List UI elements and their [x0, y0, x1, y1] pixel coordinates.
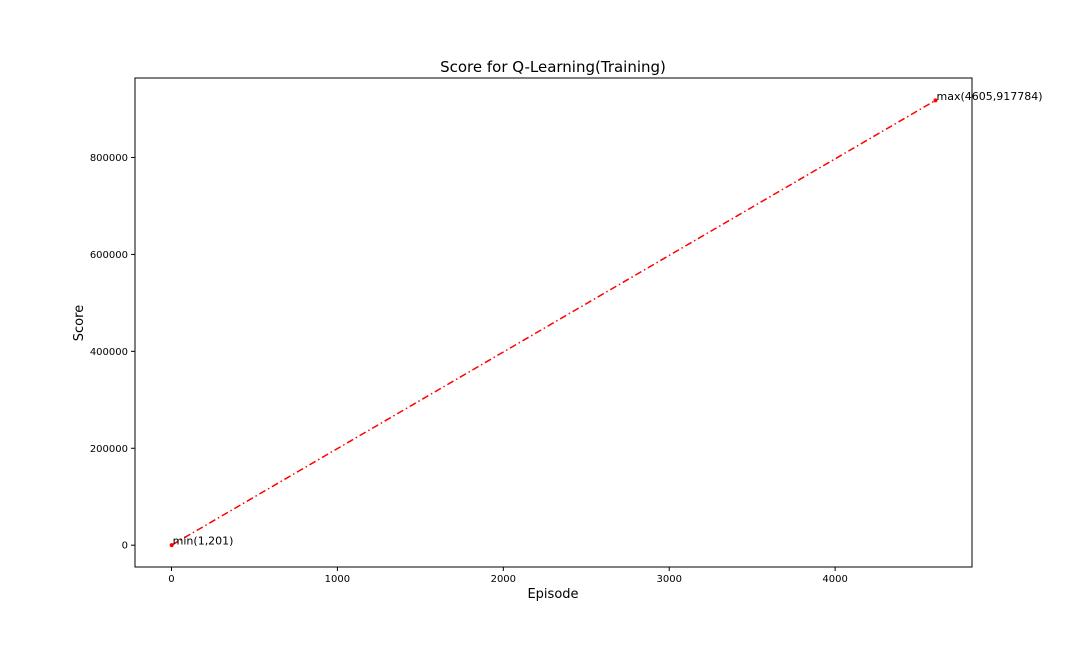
data-point-marker — [933, 98, 938, 103]
x-axis-label: Episode — [527, 587, 578, 602]
y-axis-label: Score — [72, 305, 87, 341]
y-tick-label: 800000 — [90, 153, 128, 164]
chart-title: Score for Q-Learning(Training) — [440, 58, 666, 76]
y-tick-label: 200000 — [90, 444, 128, 455]
point-annotation: min(1,201) — [173, 535, 234, 548]
y-tick-label: 600000 — [90, 250, 128, 261]
x-tick-label: 2000 — [491, 574, 516, 585]
x-tick-label: 3000 — [656, 574, 681, 585]
x-tick-label: 0 — [168, 574, 174, 585]
x-tick-label: 4000 — [822, 574, 847, 585]
series-line — [171, 99, 936, 546]
point-annotation: max(4605,917784) — [937, 90, 1043, 103]
annotations-group: min(1,201) max(4605,917784) — [173, 90, 1043, 548]
data-point-marker — [169, 543, 174, 548]
y-tick-label: 400000 — [90, 347, 128, 358]
y-axis-ticks: 0 200000 400000 600000 800000 — [90, 153, 135, 552]
x-axis-ticks: 0 1000 2000 3000 4000 — [168, 567, 848, 585]
y-tick-label: 0 — [122, 541, 128, 552]
series-group — [169, 98, 938, 548]
x-tick-label: 1000 — [325, 574, 350, 585]
